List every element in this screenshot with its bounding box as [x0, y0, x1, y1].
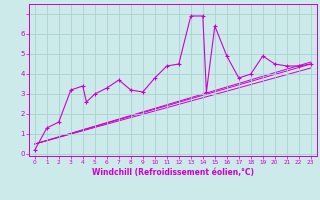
- Text: 7: 7: [3, 0, 8, 1]
- X-axis label: Windchill (Refroidissement éolien,°C): Windchill (Refroidissement éolien,°C): [92, 168, 254, 177]
